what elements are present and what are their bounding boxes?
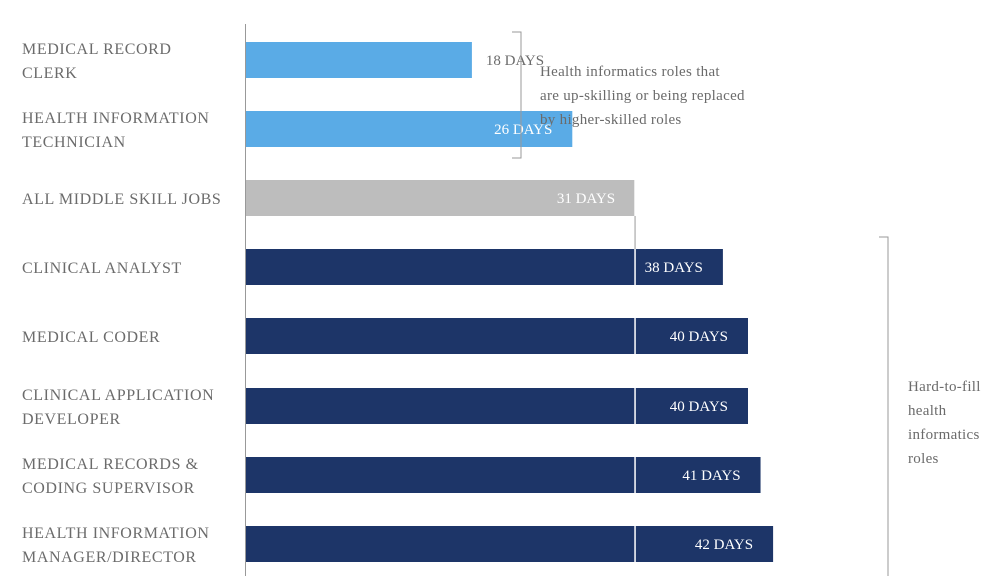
value-label-4: 40 DAYS [670, 329, 728, 345]
category-label-4: MEDICAL CODER [22, 329, 160, 346]
bar-4 [246, 318, 748, 354]
category-label-6: MEDICAL RECORDS & CODING SUPERVISOR [22, 456, 199, 497]
category-label-5: CLINICAL APPLICATION DEVELOPER [22, 387, 214, 428]
bar-1 [246, 111, 573, 147]
value-label-0: 18 DAYS [486, 53, 544, 69]
bar-2 [246, 180, 636, 216]
category-label-0: MEDICAL RECORD CLERK [22, 41, 172, 82]
value-label-3: 38 DAYS [645, 260, 703, 276]
value-labels: 18 DAYS 26 DAYS 31 DAYS 38 DAYS 40 DAYS 40 DA… [486, 53, 753, 553]
annotations: Health informatics roles that are up-skil… [512, 31, 981, 576]
category-labels: MEDICAL RECORD CLERK HEALTH INFORMATION TEC… [22, 41, 221, 566]
bar-0 [246, 42, 472, 78]
value-label-6: 41 DAYS [682, 468, 740, 484]
annotation-upskilling: Health informatics roles that are up-skil… [540, 64, 745, 128]
value-label-2: 31 DAYS [557, 191, 615, 207]
bracket-upskilling [512, 31, 522, 159]
value-label-1: 26 DAYS [494, 122, 552, 138]
bracket-hard-to-fill [879, 236, 889, 576]
category-label-2: ALL MIDDLE SKILL JOBS [22, 191, 221, 208]
bar-3 [246, 249, 723, 285]
bars-layer [246, 42, 774, 562]
category-label-1: HEALTH INFORMATION TECHNICIAN [22, 110, 210, 151]
value-label-7: 42 DAYS [695, 537, 753, 553]
value-label-5: 40 DAYS [670, 399, 728, 415]
annotation-hard-to-fill: Hard-to-fill health informatics roles [908, 379, 981, 467]
bar-5 [246, 388, 748, 424]
bar-6 [246, 457, 761, 493]
category-label-7: HEALTH INFORMATION MANAGER/DIRECTOR [22, 525, 210, 566]
category-label-3: CLINICAL ANALYST [22, 260, 182, 277]
bar-7 [246, 526, 774, 562]
